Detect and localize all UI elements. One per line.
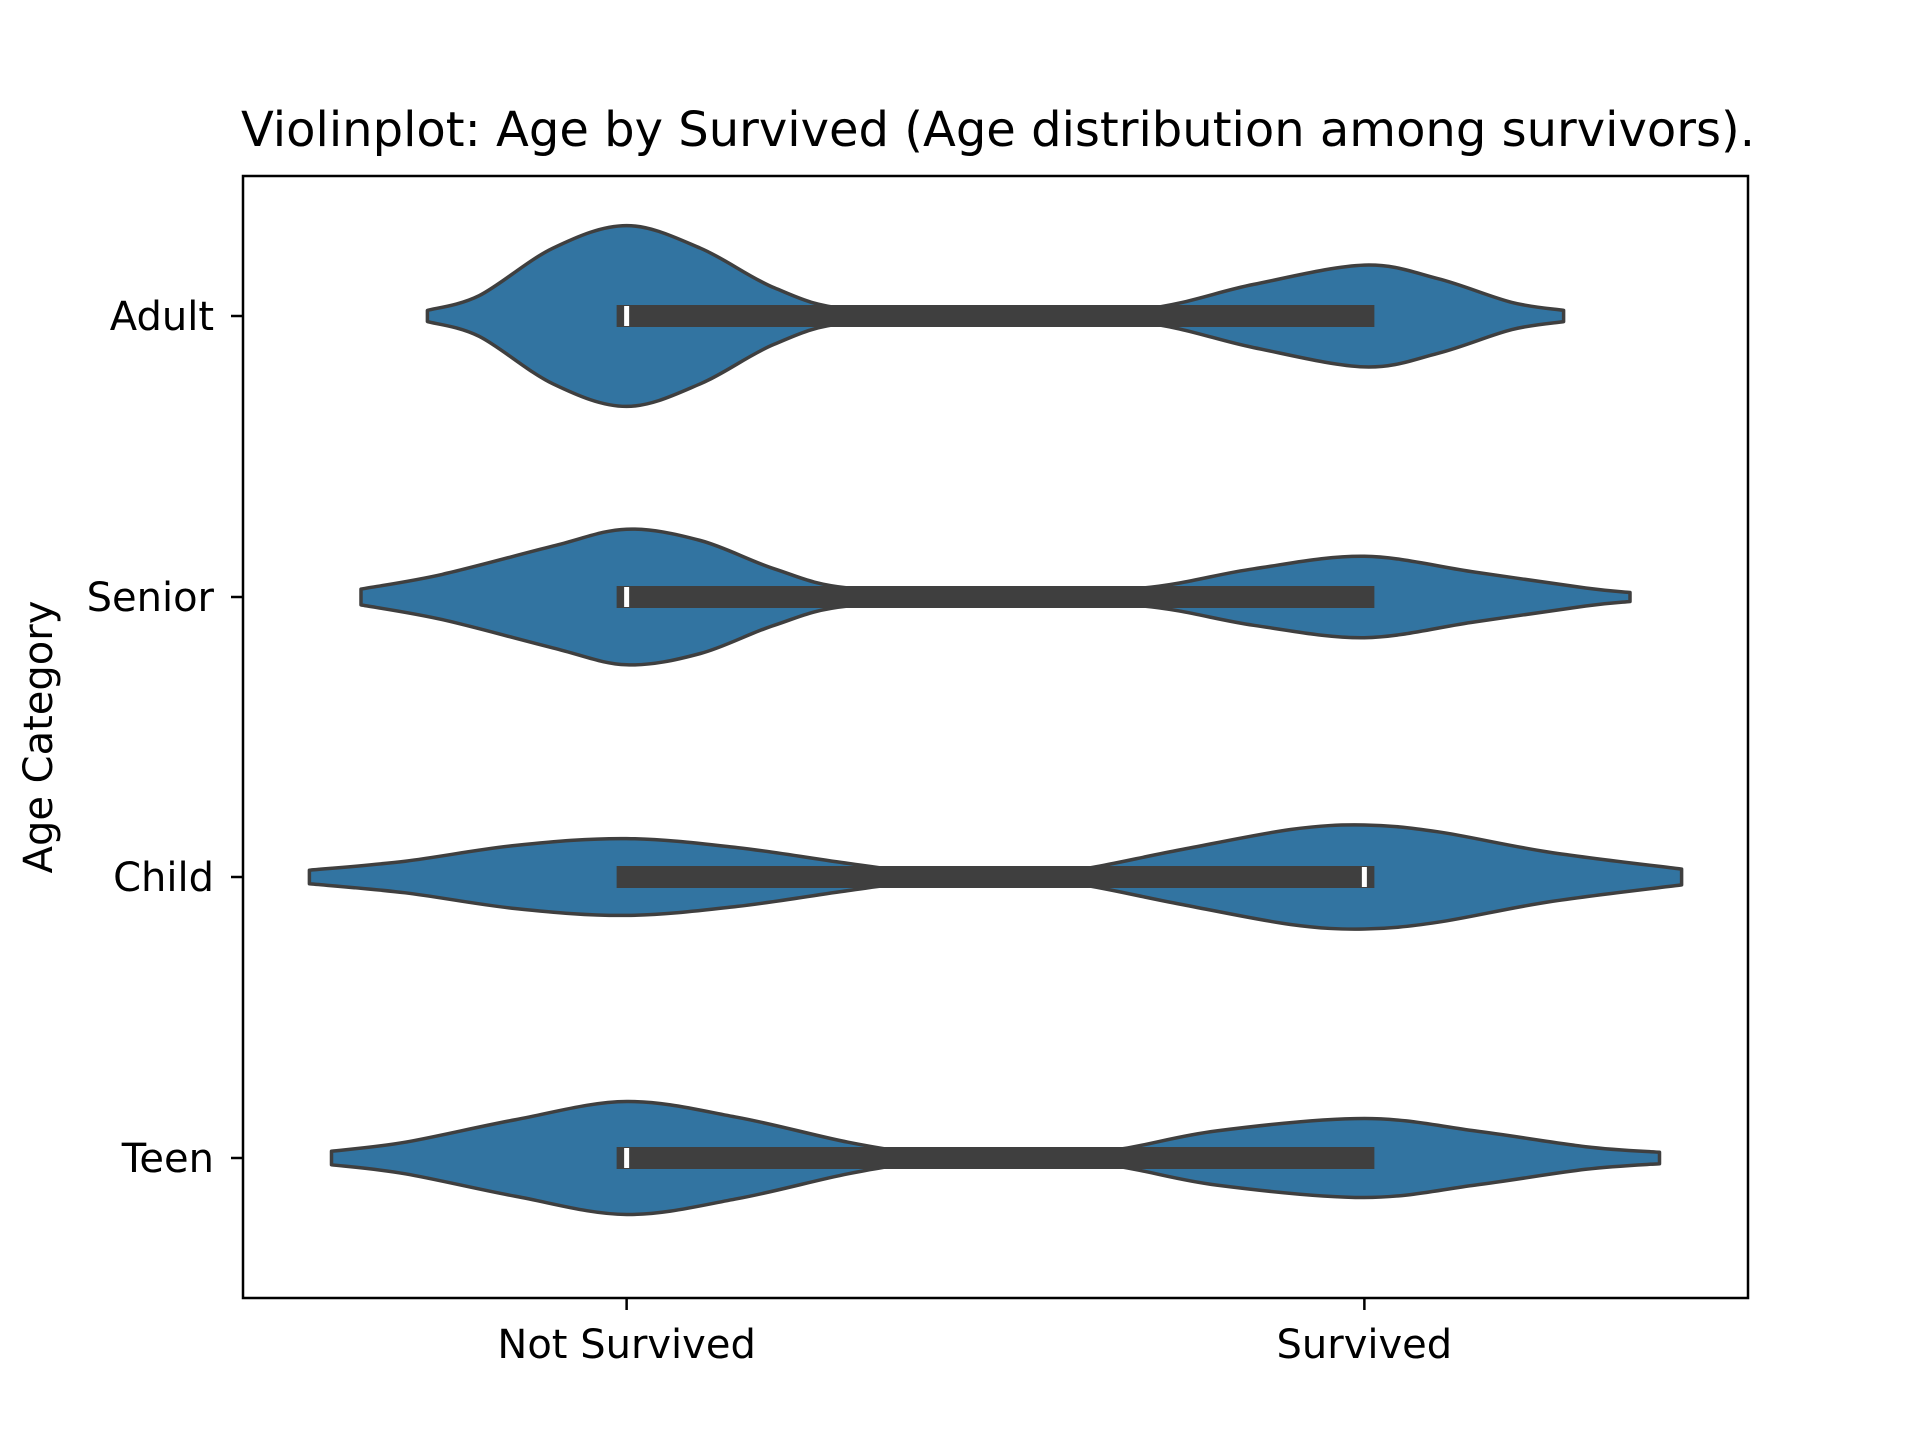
y-tick-label-child: Child bbox=[113, 855, 214, 901]
iqr-box-child bbox=[617, 866, 1375, 888]
violins-group bbox=[309, 226, 1681, 1215]
iqr-box-teen bbox=[617, 1147, 1375, 1169]
median-marker-teen bbox=[624, 1148, 629, 1168]
y-axis-ticks: Adult Senior Child Teen bbox=[87, 294, 243, 1182]
median-marker-child bbox=[1362, 867, 1367, 887]
iqr-box-adult bbox=[617, 305, 1375, 327]
x-tick-label-not-survived: Not Survived bbox=[497, 1322, 755, 1368]
x-axis-ticks: Not Survived Survived bbox=[497, 1298, 1452, 1368]
y-tick-label-senior: Senior bbox=[87, 575, 215, 621]
y-axis-label: Age Category bbox=[16, 601, 62, 874]
median-marker-senior bbox=[624, 587, 629, 607]
median-marker-adult bbox=[624, 306, 629, 326]
x-tick-label-survived: Survived bbox=[1277, 1322, 1453, 1368]
y-tick-label-adult: Adult bbox=[110, 294, 214, 340]
y-tick-label-teen: Teen bbox=[121, 1136, 214, 1182]
iqr-box-senior bbox=[617, 586, 1375, 608]
chart-title: Violinplot: Age by Survived (Age distrib… bbox=[241, 102, 1755, 158]
